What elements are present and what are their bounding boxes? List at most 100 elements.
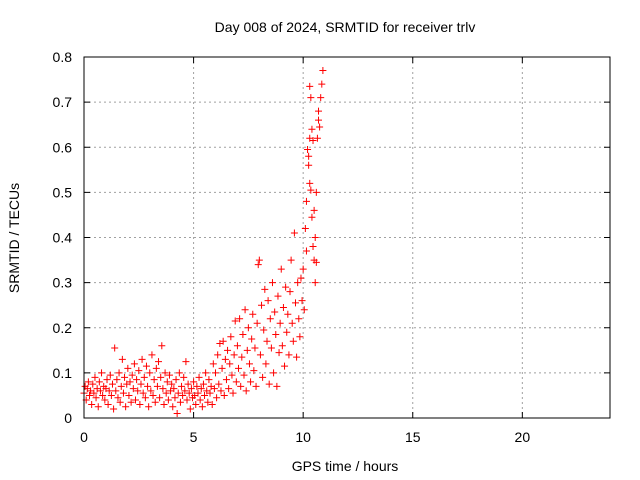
data-point [158,342,166,350]
data-point [122,403,130,411]
data-point [193,382,201,390]
data-point [228,371,236,379]
data-point [124,364,132,372]
data-point [135,367,143,375]
data-point [304,146,312,154]
data-point [164,396,172,404]
data-point [194,389,202,397]
data-point [201,391,209,399]
data-point [266,315,274,323]
data-point [295,315,303,323]
data-point [294,279,302,287]
data-point [113,376,121,384]
data-points [80,67,327,417]
data-point [95,378,103,386]
data-point [156,394,164,402]
data-point [233,342,241,350]
data-point [306,82,314,90]
data-point [319,67,327,75]
y-tick-label: 0.5 [53,184,73,200]
data-point [136,400,144,408]
data-point [263,337,271,345]
data-point [241,306,249,314]
data-point [133,376,141,384]
data-point [316,123,324,131]
data-point [212,369,219,377]
data-point [302,197,310,205]
data-point [287,256,295,264]
data-point [288,319,296,327]
data-point [305,161,313,169]
data-point [174,389,182,397]
data-point [300,306,308,314]
data-point [153,382,161,390]
data-point [306,134,314,142]
data-point [221,355,229,363]
data-point [90,389,98,397]
data-point [258,301,266,309]
data-point [282,283,290,291]
data-point [101,396,109,404]
data-point [209,360,217,368]
data-point [129,385,137,393]
data-point [151,398,159,406]
data-point [268,279,276,287]
data-point [217,387,225,395]
data-point [245,360,253,368]
data-point [243,346,251,354]
data-point [236,315,244,323]
data-point [275,349,283,357]
data-point [213,394,221,402]
data-point [270,369,278,377]
data-point [175,369,183,377]
data-point [150,376,158,384]
data-point [289,337,297,345]
y-tick-label: 0.4 [53,230,73,246]
data-point [96,387,104,395]
data-point [208,400,216,408]
data-point [238,353,246,361]
data-point [274,292,282,300]
data-point [134,387,142,395]
data-point [162,389,170,397]
data-point [141,394,149,402]
data-point [255,256,263,264]
data-point [252,382,260,390]
data-point [94,403,102,411]
data-point [284,310,292,318]
data-point [308,213,316,221]
data-point [205,376,213,384]
x-tick-label: 5 [190,429,198,445]
data-point [239,331,247,339]
data-point [132,396,140,404]
data-point [170,385,178,393]
data-point [290,229,298,237]
x-axis-label: GPS time / hours [292,458,399,474]
data-point [265,380,273,388]
data-point [198,403,206,411]
data-point [317,94,325,102]
data-point [229,389,237,397]
data-point [195,373,203,381]
data-point [291,299,299,307]
data-point [272,331,280,339]
data-point [204,398,212,406]
data-point [215,380,223,388]
data-point [89,380,97,388]
data-point [107,391,115,399]
data-point [293,353,301,361]
data-point [297,274,305,282]
data-point [137,380,145,388]
data-point [206,389,214,397]
data-point [173,409,181,417]
data-point [285,351,293,359]
data-point [187,385,195,393]
data-point [144,382,152,390]
data-point [165,371,173,379]
y-tick-label: 0 [64,410,72,426]
data-point [262,360,270,368]
data-point [111,344,119,352]
data-point [299,265,307,273]
data-point [210,385,218,393]
